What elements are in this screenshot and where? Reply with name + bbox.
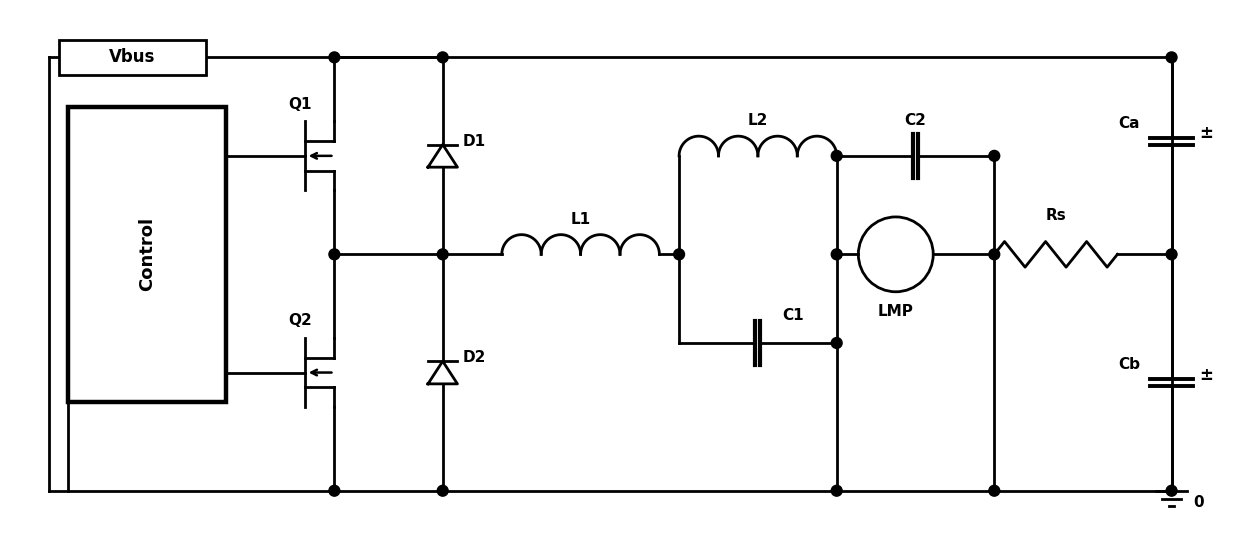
Text: Q2: Q2 xyxy=(288,313,311,328)
Text: Rs: Rs xyxy=(1045,208,1066,223)
Text: C2: C2 xyxy=(904,113,926,129)
Circle shape xyxy=(329,249,340,260)
Text: Cb: Cb xyxy=(1118,357,1140,372)
Text: D1: D1 xyxy=(463,134,486,148)
Circle shape xyxy=(438,249,448,260)
Circle shape xyxy=(1166,485,1177,496)
Circle shape xyxy=(329,52,340,63)
Circle shape xyxy=(831,485,842,496)
Text: 0: 0 xyxy=(1193,495,1204,510)
Text: Q1: Q1 xyxy=(288,96,311,111)
Circle shape xyxy=(329,485,340,496)
Text: L1: L1 xyxy=(570,212,590,227)
Circle shape xyxy=(988,151,999,161)
Circle shape xyxy=(831,249,842,260)
Text: C1: C1 xyxy=(782,308,805,324)
Circle shape xyxy=(1166,249,1177,260)
Circle shape xyxy=(988,485,999,496)
Circle shape xyxy=(438,52,448,63)
Text: Vbus: Vbus xyxy=(109,48,156,66)
Circle shape xyxy=(831,337,842,348)
Text: L2: L2 xyxy=(748,113,768,129)
Circle shape xyxy=(1166,52,1177,63)
Circle shape xyxy=(673,249,684,260)
Text: D2: D2 xyxy=(463,350,486,365)
Text: ±: ± xyxy=(1199,124,1213,142)
FancyBboxPatch shape xyxy=(58,40,206,75)
Text: Ca: Ca xyxy=(1118,116,1140,131)
Circle shape xyxy=(988,249,999,260)
Text: Control: Control xyxy=(138,217,156,291)
Circle shape xyxy=(438,485,448,496)
Text: ±: ± xyxy=(1199,366,1213,383)
Circle shape xyxy=(831,151,842,161)
Text: LMP: LMP xyxy=(878,304,914,319)
FancyBboxPatch shape xyxy=(68,106,226,402)
